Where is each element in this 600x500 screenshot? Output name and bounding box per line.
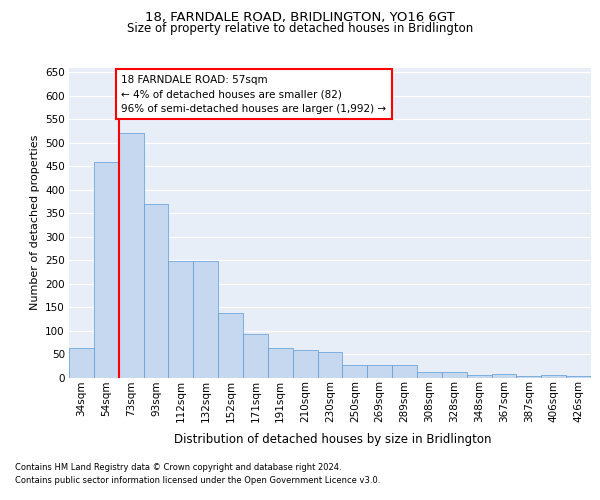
Text: 18, FARNDALE ROAD, BRIDLINGTON, YO16 6GT: 18, FARNDALE ROAD, BRIDLINGTON, YO16 6GT (145, 11, 455, 24)
Bar (491, 374, 517, 378)
Bar (392, 365, 417, 378)
Bar (517, 376, 541, 378)
Bar (541, 375, 566, 378)
Bar (193, 262, 218, 378)
Bar (367, 365, 392, 378)
Text: 18 FARNDALE ROAD: 57sqm
← 4% of detached houses are smaller (82)
96% of semi-det: 18 FARNDALE ROAD: 57sqm ← 4% of detached… (121, 74, 386, 114)
Bar (343, 365, 367, 378)
Bar (169, 262, 193, 378)
Bar (119, 134, 143, 378)
Bar (467, 374, 491, 378)
Bar (243, 334, 268, 378)
Text: Contains HM Land Registry data © Crown copyright and database right 2024.: Contains HM Land Registry data © Crown c… (15, 464, 341, 472)
Bar (143, 204, 169, 378)
Bar (566, 376, 591, 378)
Bar (218, 312, 243, 378)
Text: Size of property relative to detached houses in Bridlington: Size of property relative to detached ho… (127, 22, 473, 35)
Bar (293, 350, 317, 378)
Bar (268, 348, 293, 378)
Bar (94, 162, 119, 378)
Y-axis label: Number of detached properties: Number of detached properties (29, 135, 40, 310)
Text: Distribution of detached houses by size in Bridlington: Distribution of detached houses by size … (174, 432, 492, 446)
Bar (417, 372, 442, 378)
Bar (442, 372, 467, 378)
Bar (69, 348, 94, 378)
Bar (317, 352, 343, 378)
Text: Contains public sector information licensed under the Open Government Licence v3: Contains public sector information licen… (15, 476, 380, 485)
